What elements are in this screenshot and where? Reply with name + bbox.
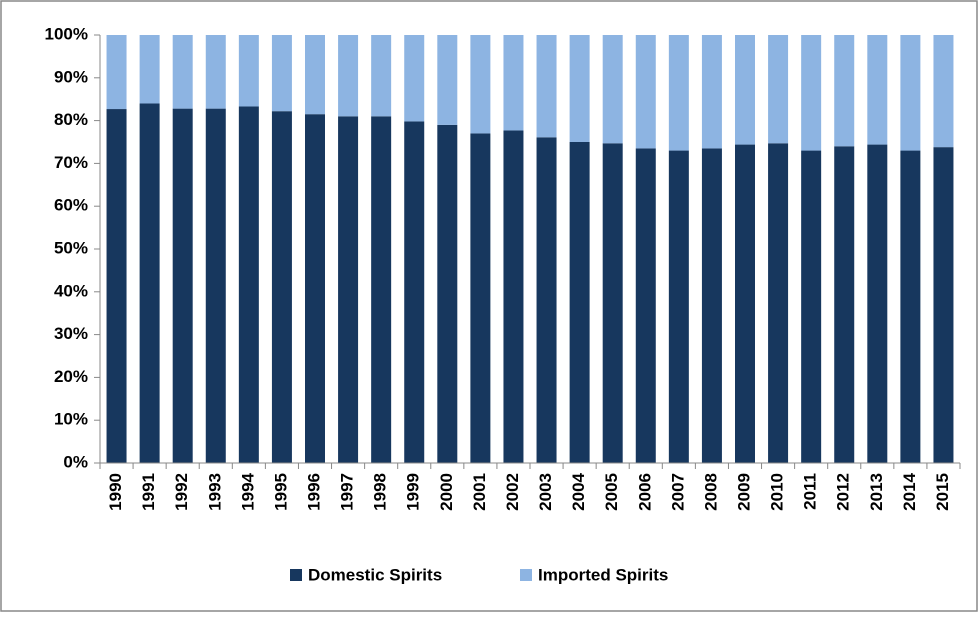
x-tick-label: 1996	[304, 473, 323, 511]
x-tick-label: 2004	[569, 472, 588, 510]
bar-segment	[305, 114, 325, 464]
x-tick-label: 2007	[668, 473, 687, 511]
bar-segment	[271, 111, 292, 464]
bar-segment	[437, 124, 458, 463]
bar-segment	[470, 35, 491, 134]
x-tick-label: 2000	[437, 473, 456, 511]
x-tick-label: 1993	[205, 473, 224, 511]
bar-segment	[503, 35, 524, 131]
bar-segment	[735, 35, 755, 145]
bar-segment	[437, 35, 458, 125]
y-tick-label: 100%	[45, 24, 88, 43]
x-tick-label: 1999	[404, 473, 423, 511]
x-tick-label: 2001	[470, 473, 489, 511]
x-tick-label: 2010	[768, 473, 787, 511]
bar-segment	[701, 148, 722, 464]
x-tick-label: 2013	[867, 473, 886, 511]
bar-segment	[900, 150, 921, 463]
y-tick-label: 50%	[54, 238, 88, 257]
bar-segment	[271, 35, 292, 112]
bar-segment	[172, 108, 193, 463]
bar-segment	[205, 35, 226, 109]
bar-segment	[172, 35, 193, 109]
bar-segment	[602, 35, 623, 144]
legend-label: Imported Spirits	[538, 565, 668, 584]
x-tick-label: 1995	[271, 473, 290, 511]
bar-segment	[933, 35, 954, 148]
x-tick-label: 2011	[801, 473, 820, 510]
bar-segment	[404, 35, 425, 122]
bar-segment	[106, 109, 127, 463]
bar-segment	[867, 35, 888, 145]
x-tick-label: 2012	[834, 473, 853, 511]
y-tick-label: 60%	[54, 196, 88, 215]
bar-segment	[701, 35, 722, 149]
legend-label: Domestic Spirits	[308, 565, 442, 584]
bar-segment	[470, 133, 491, 463]
bar-segment	[768, 35, 789, 144]
bar-segment	[834, 35, 855, 147]
bar-segment	[602, 143, 623, 463]
bar-segment	[238, 35, 259, 107]
bar-segment	[668, 35, 689, 151]
bar-segment	[801, 35, 822, 151]
bar-segment	[635, 35, 656, 149]
bar-segment	[536, 35, 557, 138]
bar-segment	[503, 130, 524, 463]
y-tick-label: 20%	[54, 367, 88, 386]
x-tick-label: 2003	[536, 473, 555, 511]
y-tick-label: 80%	[54, 110, 88, 129]
bar-segment	[569, 142, 590, 463]
x-tick-label: 2005	[602, 473, 621, 511]
x-tick-label: 1992	[172, 473, 191, 511]
bar-segment	[238, 106, 259, 463]
bar-segment	[338, 35, 359, 117]
y-tick-label: 40%	[54, 281, 88, 300]
x-tick-label: 1998	[371, 473, 390, 511]
bar-segment	[768, 143, 789, 463]
x-tick-label: 1997	[338, 473, 357, 511]
x-tick-label: 2008	[701, 473, 720, 511]
bar-segment	[139, 35, 160, 104]
bar-segment	[205, 108, 226, 463]
bar-segment	[106, 35, 127, 110]
x-tick-label: 2014	[900, 472, 919, 510]
legend-swatch	[520, 569, 532, 581]
x-tick-label: 2002	[503, 473, 522, 511]
bar-segment	[900, 35, 921, 151]
y-tick-label: 90%	[54, 67, 88, 86]
x-tick-label: 1994	[238, 472, 257, 510]
bar-segment	[735, 144, 755, 463]
bar-segment	[801, 150, 822, 463]
y-tick-label: 0%	[63, 452, 88, 471]
x-tick-label: 2009	[734, 473, 753, 511]
y-tick-label: 70%	[54, 153, 88, 172]
bar-segment	[867, 144, 888, 463]
bar-segment	[635, 148, 656, 464]
bar-segment	[933, 147, 954, 464]
x-tick-label: 1991	[139, 473, 158, 511]
y-tick-label: 10%	[54, 410, 88, 429]
x-tick-label: 2015	[933, 473, 952, 511]
bar-segment	[834, 146, 855, 463]
bar-segment	[371, 116, 392, 463]
bar-segment	[139, 103, 160, 463]
bar-segment	[371, 35, 392, 117]
bar-segment	[536, 137, 557, 464]
y-tick-label: 30%	[54, 324, 88, 343]
bar-segment	[338, 116, 359, 463]
bar-segment	[569, 35, 590, 142]
x-tick-label: 2006	[635, 473, 654, 511]
legend-swatch	[290, 569, 302, 581]
bar-segment	[668, 150, 689, 463]
bar-segment	[305, 35, 325, 115]
x-tick-label: 1990	[106, 473, 125, 511]
bar-segment	[404, 121, 425, 464]
